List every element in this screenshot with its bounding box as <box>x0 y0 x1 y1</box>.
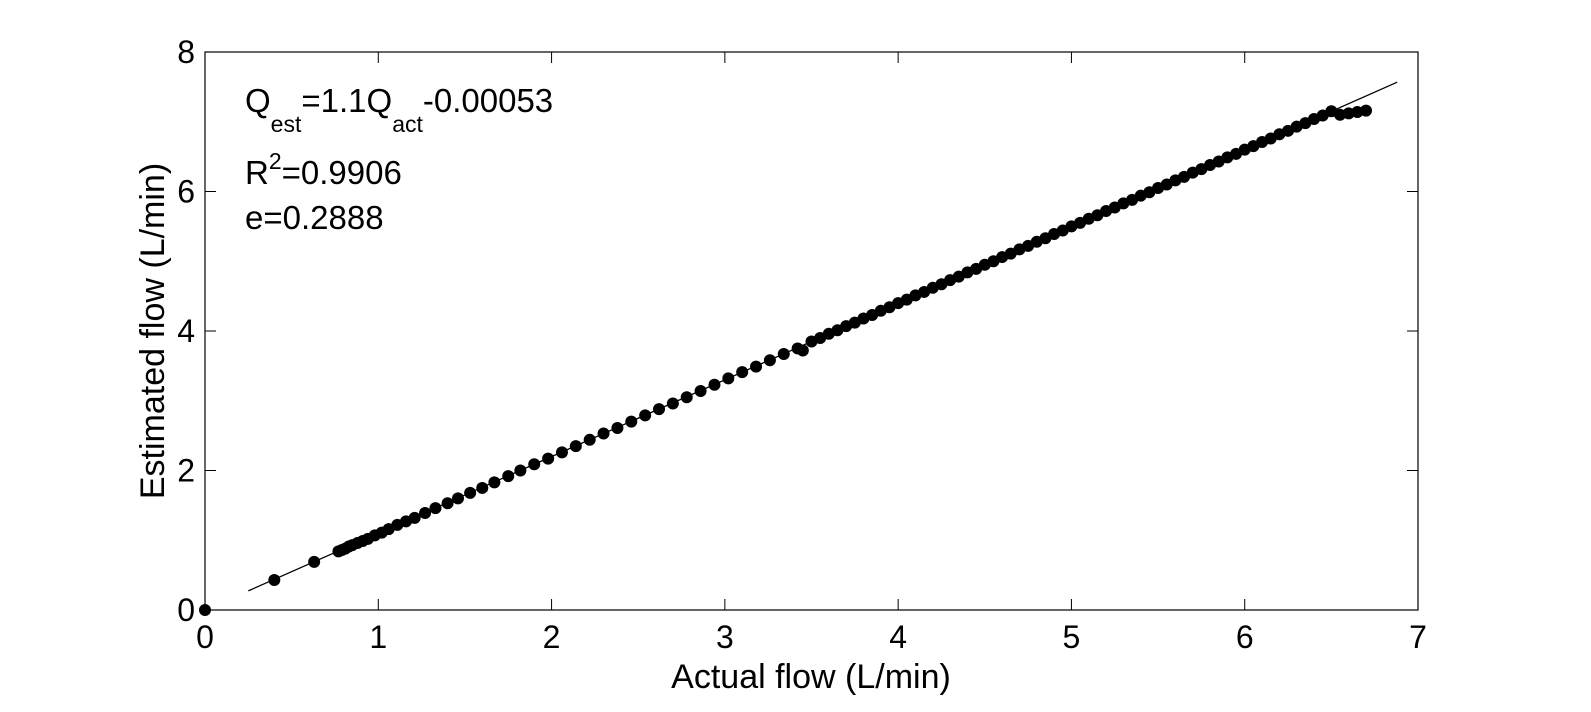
data-point <box>722 372 735 385</box>
data-point <box>542 452 555 465</box>
x-tick-label: 2 <box>543 619 561 655</box>
y-tick-label: 6 <box>177 174 195 210</box>
data-point <box>408 511 421 524</box>
data-point <box>419 507 432 520</box>
axis-ticks: 0 1 2 3 4 5 6 7 0 2 4 6 8 <box>177 34 1427 655</box>
data-point <box>597 427 610 440</box>
data-point <box>429 502 442 515</box>
r2-r: R <box>245 154 269 191</box>
data-point <box>796 344 809 357</box>
x-tick-label: 1 <box>369 619 387 655</box>
data-point <box>736 366 749 379</box>
x-tick-label: 5 <box>1063 619 1081 655</box>
data-point <box>763 354 776 367</box>
x-tick-label: 6 <box>1236 619 1254 655</box>
y-tick-label: 2 <box>177 453 195 489</box>
data-point <box>708 378 721 391</box>
data-point <box>680 391 693 404</box>
data-point <box>653 403 666 416</box>
x-tick-label: 4 <box>889 619 907 655</box>
equation-tail: -0.00053 <box>423 82 553 119</box>
data-point <box>464 486 477 499</box>
e-annotation: e=0.2888 <box>245 199 384 236</box>
y-tick-label: 4 <box>177 313 195 349</box>
data-point <box>1360 104 1373 117</box>
data-point <box>569 440 582 453</box>
data-point <box>268 574 281 587</box>
data-point <box>451 492 464 505</box>
data-point <box>514 464 527 477</box>
data-point <box>625 415 638 428</box>
x-axis-label: Actual flow (L/min) <box>671 658 951 696</box>
y-tick-label: 0 <box>177 592 195 628</box>
r2-sup: 2 <box>269 148 282 174</box>
data-point <box>777 348 790 361</box>
y-tick-label: 8 <box>177 34 195 70</box>
data-point <box>488 476 501 489</box>
data-point <box>750 360 763 373</box>
equation-annotation: Qest=1.1Qact-0.00053 <box>245 82 553 137</box>
r2-value: =0.9906 <box>282 154 402 191</box>
data-points <box>199 104 1373 616</box>
equation-sub-est: est <box>271 111 302 137</box>
data-point <box>666 397 679 410</box>
x-tick-label: 0 <box>196 619 214 655</box>
x-tick-label: 3 <box>716 619 734 655</box>
data-point <box>555 446 568 459</box>
data-point <box>694 384 707 397</box>
equation-mid: =1.1Q <box>301 82 392 119</box>
equation-q: Q <box>245 82 271 119</box>
y-axis-label: Estimated flow (L/min) <box>134 163 172 499</box>
data-point <box>308 555 321 568</box>
data-point <box>583 433 596 446</box>
data-point <box>639 409 652 422</box>
equation-sub-act: act <box>392 111 423 137</box>
data-point <box>502 470 515 483</box>
r2-annotation: R2=0.9906 <box>245 148 402 191</box>
data-point <box>611 421 624 434</box>
data-point <box>476 481 489 494</box>
data-point <box>441 497 454 510</box>
x-tick-label: 7 <box>1409 619 1427 655</box>
data-point <box>528 458 541 471</box>
